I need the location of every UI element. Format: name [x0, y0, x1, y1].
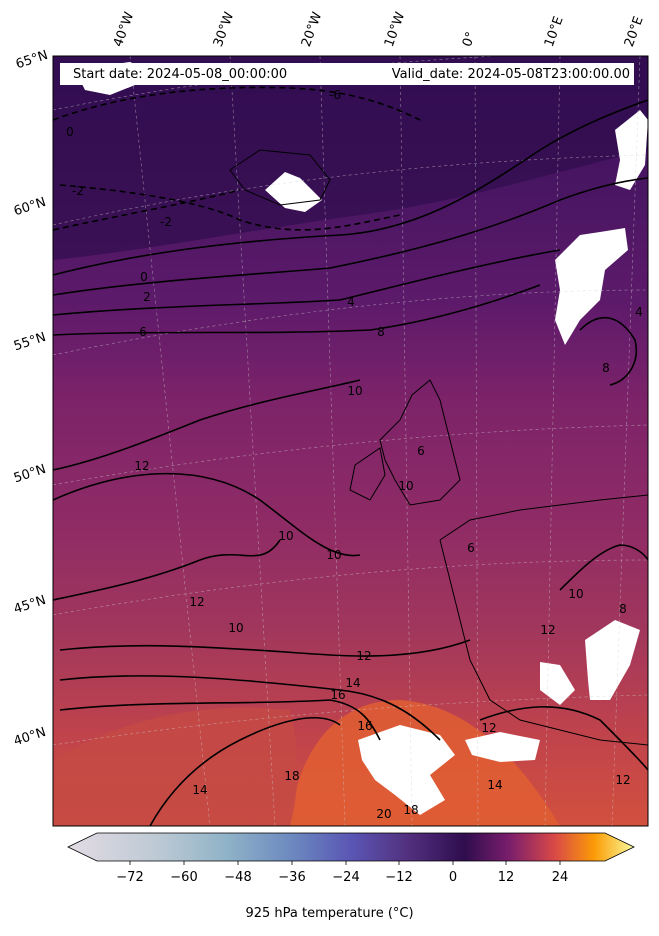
graticule	[53, 56, 648, 826]
colorbar-tick-label: 24	[551, 870, 569, 885]
contour-label: 10	[278, 529, 293, 543]
map-frame	[52, 55, 649, 827]
contour-label: 10	[347, 384, 362, 398]
contour-lines	[53, 86, 648, 826]
colorbar-tick-label: −48	[224, 870, 252, 885]
contour-label: 10	[568, 587, 583, 601]
valid-date-label: Valid_date: 2024-05-08T23:00:00.00	[391, 66, 630, 82]
colorbar	[67, 832, 635, 865]
contour-label: 6	[139, 325, 147, 339]
contour-label: 16	[357, 719, 372, 733]
temperature-field	[53, 56, 648, 826]
date-header: Start date: 2024-05-08_00:00:00 Valid_da…	[60, 63, 634, 85]
contour-label: 8	[619, 602, 627, 616]
start-date-label: Start date: 2024-05-08_00:00:00	[73, 66, 288, 82]
contour-label: 6	[417, 444, 425, 458]
colorbar-tick-label: −12	[385, 870, 413, 885]
contour-label: 20	[376, 807, 391, 821]
contour-label-group: -6 0 -2 -2 0 2 6 4 8 10 12 10 10 12 10 1…	[66, 88, 643, 821]
contour-label: -6	[329, 88, 341, 102]
contour-label: 4	[635, 305, 643, 319]
contour-label: 14	[487, 778, 502, 792]
contour-label: 12	[615, 773, 630, 787]
contour-label: 10	[326, 548, 341, 562]
masked-area-scandinavia	[555, 228, 628, 345]
contour-label: 14	[192, 783, 207, 797]
contour-label: 10	[398, 479, 413, 493]
contour-label: 2	[143, 290, 151, 304]
contour-label: -2	[72, 184, 84, 198]
contour-label: 12	[356, 649, 371, 663]
contour-label: 12	[134, 459, 149, 473]
colorbar-tick-label: 12	[497, 870, 515, 885]
contour-label: 0	[66, 125, 74, 139]
contour-label: -2	[160, 215, 172, 229]
colorbar-tick-label: −36	[278, 870, 306, 885]
contour-label: 18	[284, 769, 299, 783]
colorbar-label: 925 hPa temperature (°C)	[245, 906, 414, 921]
contour-label: 12	[540, 623, 555, 637]
colorbar-tick-label: −60	[170, 870, 198, 885]
colorbar-tick-label: −72	[116, 870, 144, 885]
coastlines	[229, 149, 648, 746]
contour-label: 8	[602, 361, 610, 375]
colorbar-ticks: −72 −60 −48 −36 −24 −12 0 12 24	[0, 870, 659, 890]
contour-label: 4	[347, 295, 355, 309]
colorbar-tick-label: −24	[332, 870, 360, 885]
contour-label: 12	[189, 595, 204, 609]
masked-area-alps	[540, 662, 575, 705]
contour-label: 6	[467, 541, 475, 555]
contour-label: 16	[330, 688, 345, 702]
contour-label: 10	[228, 621, 243, 635]
contour-label: 18	[403, 803, 418, 817]
contour-label: 8	[377, 325, 385, 339]
contour-label: 0	[140, 270, 148, 284]
masked-area-iberia	[358, 725, 455, 815]
contour-label: 12	[481, 721, 496, 735]
contour-label: 14	[345, 676, 360, 690]
colorbar-tick-label: 0	[448, 870, 458, 885]
